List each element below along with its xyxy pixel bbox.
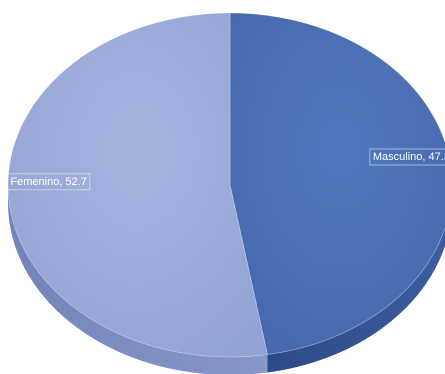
pie-slice-masculino (229, 12, 445, 355)
pie-side-masculino (267, 227, 445, 373)
pie-slice-femenino (7, 12, 268, 358)
data-label-text-masculino: Masculino, 47.3 (373, 151, 445, 163)
pie-slices (7, 12, 445, 358)
data-label-box-femenino (6, 173, 91, 191)
data-label-masculino: Masculino, 47.3 (369, 148, 445, 166)
data-label-femenino: Femenino, 52.7 (6, 173, 91, 191)
data-labels: Masculino, 47.3 Femenino, 52.7 (6, 148, 445, 191)
data-label-text-femenino: Femenino, 52.7 (10, 176, 86, 188)
data-label-box-masculino (369, 148, 445, 166)
